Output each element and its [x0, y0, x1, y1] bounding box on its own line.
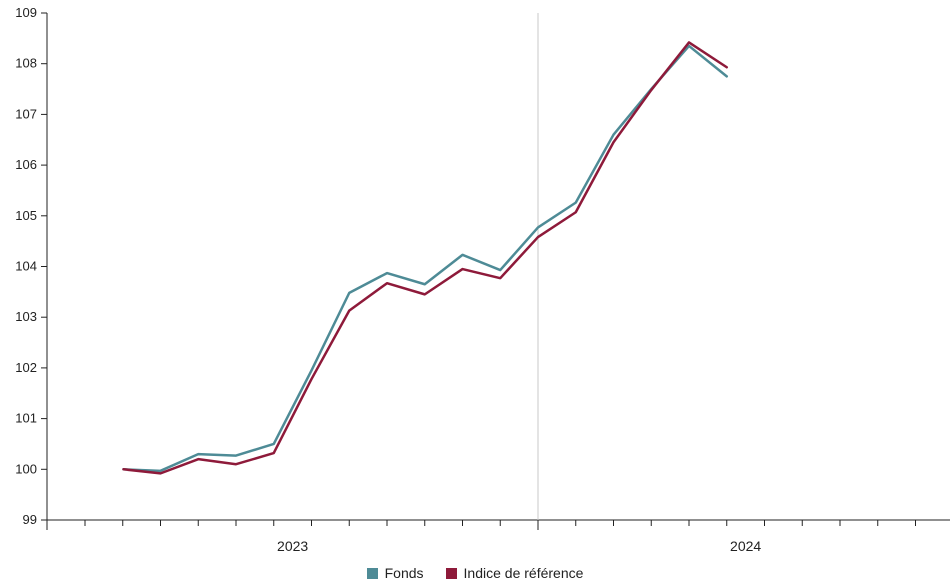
legend-swatch-fonds [366, 567, 378, 579]
x-year-label: 2024 [730, 538, 761, 554]
y-tick-label: 99 [23, 512, 37, 527]
series-line-fonds [122, 44, 728, 473]
y-tick-label: 103 [15, 309, 37, 324]
legend: Fonds Indice de référence [0, 565, 950, 581]
y-tick-label: 106 [15, 157, 37, 172]
y-tick-label: 102 [15, 360, 37, 375]
legend-label-indice: Indice de référence [463, 565, 584, 581]
y-tick-label: 107 [15, 106, 37, 121]
x-axis: 2023 2024 [46, 519, 950, 554]
y-tick-label: 100 [15, 461, 37, 476]
y-axis: 99 100 101 102 103 104 105 106 107 108 109 [15, 5, 48, 527]
y-tick-label: 108 [15, 56, 37, 71]
series-layer [122, 41, 728, 475]
legend-item-fonds: Fonds [366, 565, 424, 581]
y-tick-label: 101 [15, 411, 37, 426]
series-line-indice [122, 41, 728, 475]
legend-item-indice: Indice de référence [445, 565, 584, 581]
legend-label-fonds: Fonds [384, 565, 424, 581]
y-tick-label: 109 [15, 5, 37, 20]
legend-swatch-indice [445, 567, 457, 579]
x-year-label: 2023 [277, 538, 308, 554]
y-tick-label: 105 [15, 208, 37, 223]
y-tick-label: 104 [15, 259, 37, 274]
